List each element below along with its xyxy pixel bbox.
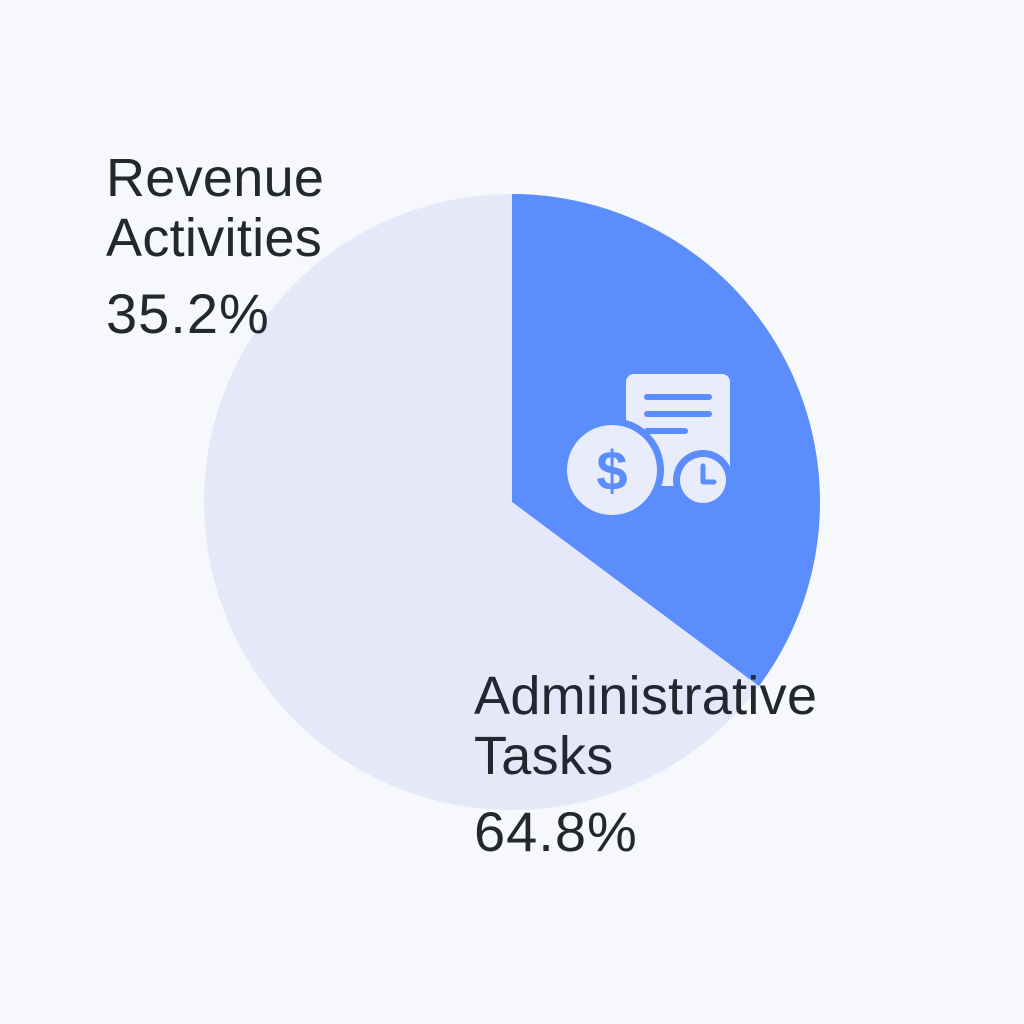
revenue-activities-label: Revenue Activities 35.2% (106, 148, 406, 346)
revenue-activities-name-line2: Activities (106, 208, 323, 269)
administrative-tasks-name-line2: Tasks (474, 726, 614, 787)
administrative-tasks-name-line1: Administrative (474, 666, 818, 726)
revenue-activities-name-line1: Revenue (106, 148, 325, 208)
administrative-tasks-label: Administrative Tasks 64.8% (474, 666, 894, 864)
administrative-tasks-percentage: 64.8% (474, 799, 638, 863)
pie-slice-administrative-tasks (203, 194, 759, 810)
svg-text:$: $ (596, 439, 627, 502)
revenue-activities-percentage: 35.2% (106, 281, 270, 345)
revenue-money-document-clock-icon: $ (560, 374, 733, 522)
